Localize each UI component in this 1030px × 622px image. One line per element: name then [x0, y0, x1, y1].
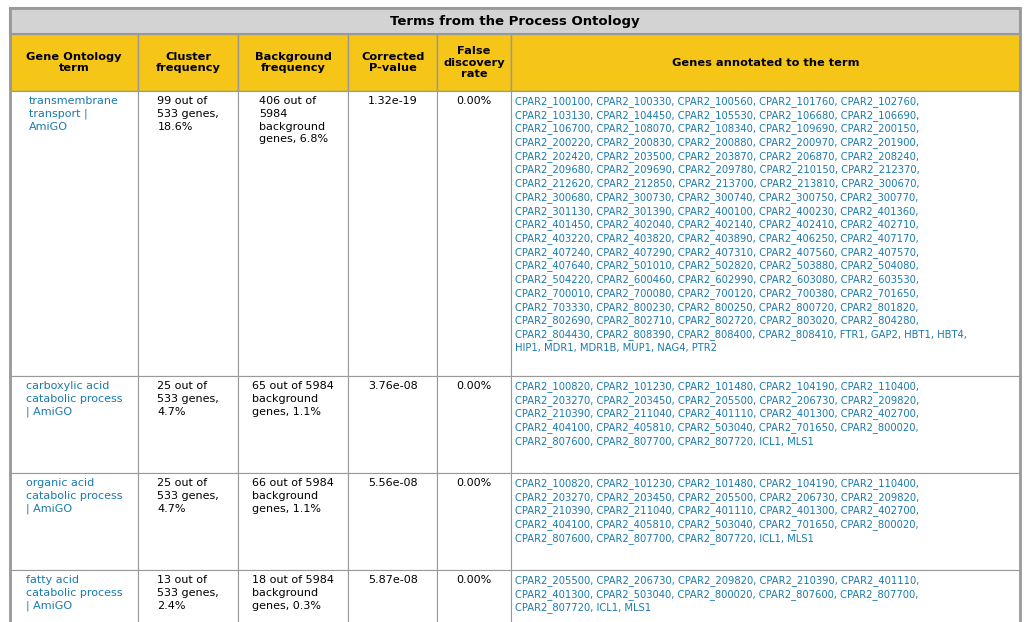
- Bar: [138, 91, 238, 376]
- Bar: [348, 376, 437, 473]
- Bar: [138, 570, 238, 622]
- Text: carboxylic acid
catabolic process
| AmiGO: carboxylic acid catabolic process | AmiG…: [26, 381, 123, 417]
- Text: 0.00%: 0.00%: [456, 96, 491, 106]
- Bar: [238, 34, 348, 91]
- Bar: [511, 34, 1020, 91]
- Text: 65 out of 5984
background
genes, 1.1%: 65 out of 5984 background genes, 1.1%: [252, 381, 335, 417]
- Text: 5.56e-08: 5.56e-08: [368, 478, 417, 488]
- Text: organic acid
catabolic process
| AmiGO: organic acid catabolic process | AmiGO: [26, 478, 123, 514]
- Bar: [511, 473, 1020, 570]
- Bar: [511, 91, 1020, 376]
- Bar: [437, 34, 511, 91]
- Bar: [511, 376, 1020, 473]
- Bar: [348, 473, 437, 570]
- Bar: [437, 376, 511, 473]
- Text: 5.87e-08: 5.87e-08: [368, 575, 418, 585]
- Text: Genes annotated to the term: Genes annotated to the term: [672, 57, 859, 68]
- Text: Terms from the Process Ontology: Terms from the Process Ontology: [390, 14, 640, 27]
- Text: 99 out of
533 genes,
18.6%: 99 out of 533 genes, 18.6%: [158, 96, 219, 132]
- Bar: [10, 376, 138, 473]
- Text: 25 out of
533 genes,
4.7%: 25 out of 533 genes, 4.7%: [158, 478, 219, 514]
- Bar: [138, 376, 238, 473]
- Bar: [348, 570, 437, 622]
- Bar: [238, 91, 348, 376]
- Text: 0.00%: 0.00%: [456, 381, 491, 391]
- Text: 0.00%: 0.00%: [456, 575, 491, 585]
- Bar: [348, 34, 437, 91]
- Text: False
discovery
rate: False discovery rate: [443, 46, 505, 79]
- Bar: [138, 473, 238, 570]
- Text: Gene Ontology
term: Gene Ontology term: [27, 52, 122, 73]
- Text: 25 out of
533 genes,
4.7%: 25 out of 533 genes, 4.7%: [158, 381, 219, 417]
- Bar: [10, 34, 138, 91]
- Text: 1.32e-19: 1.32e-19: [368, 96, 418, 106]
- Text: CPAR2_100820, CPAR2_101230, CPAR2_101480, CPAR2_104190, CPAR2_110400,
CPAR2_2032: CPAR2_100820, CPAR2_101230, CPAR2_101480…: [515, 478, 919, 544]
- Bar: [10, 570, 138, 622]
- Text: CPAR2_205500, CPAR2_206730, CPAR2_209820, CPAR2_210390, CPAR2_401110,
CPAR2_4013: CPAR2_205500, CPAR2_206730, CPAR2_209820…: [515, 575, 920, 613]
- Text: 18 out of 5984
background
genes, 0.3%: 18 out of 5984 background genes, 0.3%: [252, 575, 335, 611]
- Bar: [437, 473, 511, 570]
- Bar: [10, 91, 138, 376]
- Bar: [138, 34, 238, 91]
- Text: Corrected
P-value: Corrected P-value: [362, 52, 424, 73]
- Text: 13 out of
533 genes,
2.4%: 13 out of 533 genes, 2.4%: [158, 575, 219, 611]
- Text: Background
frequency: Background frequency: [254, 52, 332, 73]
- Bar: [437, 570, 511, 622]
- Text: 66 out of 5984
background
genes, 1.1%: 66 out of 5984 background genes, 1.1%: [252, 478, 335, 514]
- Bar: [10, 8, 1020, 34]
- Bar: [348, 91, 437, 376]
- Text: 406 out of
5984
background
genes, 6.8%: 406 out of 5984 background genes, 6.8%: [259, 96, 328, 144]
- Bar: [238, 473, 348, 570]
- Text: 3.76e-08: 3.76e-08: [368, 381, 418, 391]
- Bar: [437, 91, 511, 376]
- Bar: [238, 376, 348, 473]
- Bar: [511, 570, 1020, 622]
- Text: CPAR2_100100, CPAR2_100330, CPAR2_100560, CPAR2_101760, CPAR2_102760,
CPAR2_1031: CPAR2_100100, CPAR2_100330, CPAR2_100560…: [515, 96, 967, 353]
- Text: fatty acid
catabolic process
| AmiGO: fatty acid catabolic process | AmiGO: [26, 575, 123, 611]
- Text: Cluster
frequency: Cluster frequency: [156, 52, 220, 73]
- Text: transmembrane
transport |
AmiGO: transmembrane transport | AmiGO: [29, 96, 119, 132]
- Text: CPAR2_100820, CPAR2_101230, CPAR2_101480, CPAR2_104190, CPAR2_110400,
CPAR2_2032: CPAR2_100820, CPAR2_101230, CPAR2_101480…: [515, 381, 919, 447]
- Bar: [10, 473, 138, 570]
- Text: 0.00%: 0.00%: [456, 478, 491, 488]
- Bar: [238, 570, 348, 622]
